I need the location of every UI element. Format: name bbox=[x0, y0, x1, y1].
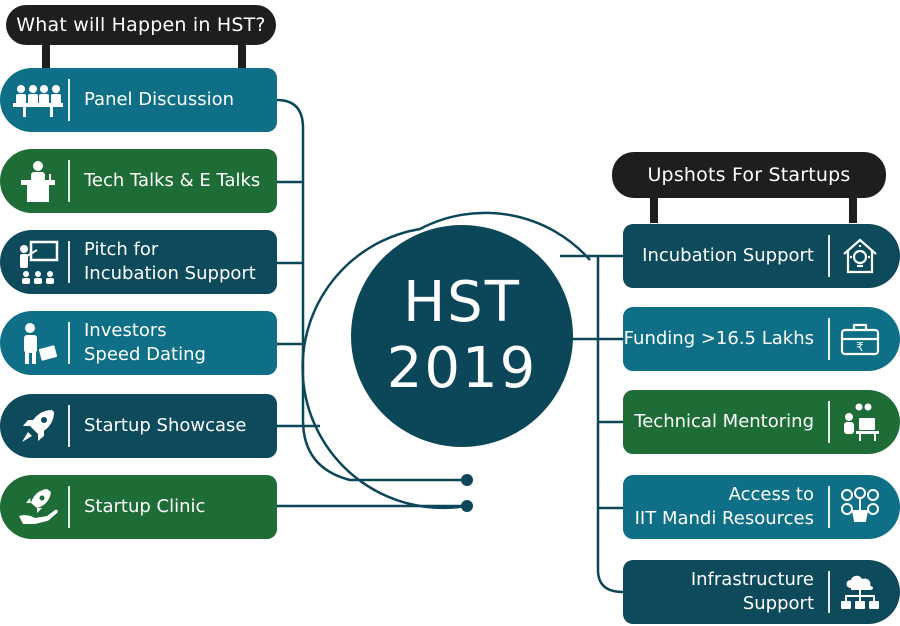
card-iit-mandi-resources[interactable]: Access to IIT Mandi Resources bbox=[623, 475, 900, 539]
separator bbox=[68, 486, 70, 528]
hub-line2: 2019 bbox=[386, 336, 538, 401]
left-connector-spine bbox=[276, 98, 466, 482]
card-label: Funding >16.5 Lakhs bbox=[623, 328, 814, 349]
rocket-hand-icon bbox=[8, 475, 68, 539]
separator bbox=[68, 79, 70, 121]
card-infrastructure-support[interactable]: Infrastructure Support bbox=[623, 560, 900, 624]
connector-dot-top bbox=[461, 474, 473, 486]
separator bbox=[828, 318, 830, 360]
left-header-text: What will Happen in HST? bbox=[16, 14, 266, 36]
card-label-line1: Access to bbox=[728, 484, 814, 505]
svg-text:₹: ₹ bbox=[856, 340, 864, 354]
left-header-post bbox=[42, 44, 50, 70]
card-panel-discussion[interactable]: Panel Discussion bbox=[0, 68, 277, 132]
presentation-board-icon bbox=[8, 230, 68, 294]
right-header-post bbox=[849, 197, 857, 223]
house-bulb-icon bbox=[830, 224, 890, 288]
separator bbox=[828, 571, 830, 613]
card-label: Startup Showcase bbox=[84, 415, 247, 436]
separator bbox=[828, 401, 830, 443]
card-pitch[interactable]: Pitch for Incubation Support bbox=[0, 230, 277, 294]
separator bbox=[68, 405, 70, 447]
card-label-line2: Incubation Support bbox=[84, 263, 256, 284]
card-investors[interactable]: Investors Speed Dating bbox=[0, 311, 277, 375]
left-header-post bbox=[238, 44, 246, 70]
separator bbox=[68, 241, 70, 283]
card-startup-showcase[interactable]: Startup Showcase bbox=[0, 394, 277, 458]
separator bbox=[68, 160, 70, 202]
speaker-podium-icon bbox=[8, 149, 68, 213]
card-label-line2: IIT Mandi Resources bbox=[634, 508, 814, 529]
card-label: Tech Talks & E Talks bbox=[84, 170, 261, 191]
card-label: Technical Mentoring bbox=[634, 411, 814, 432]
rupee-briefcase-icon: ₹ bbox=[830, 307, 890, 371]
right-header-text: Upshots For Startups bbox=[647, 164, 851, 186]
separator bbox=[828, 235, 830, 277]
left-header: What will Happen in HST? bbox=[6, 5, 276, 45]
card-technical-mentoring[interactable]: Technical Mentoring bbox=[623, 390, 900, 454]
investor-briefcase-icon bbox=[8, 311, 68, 375]
right-header-post bbox=[650, 197, 658, 223]
resources-network-icon bbox=[830, 475, 890, 539]
separator bbox=[68, 322, 70, 364]
hst-2019-hub: HST 2019 bbox=[351, 225, 573, 447]
card-startup-clinic[interactable]: Startup Clinic bbox=[0, 475, 277, 539]
right-connector-spine bbox=[596, 256, 624, 594]
hub-line1: HST bbox=[403, 270, 521, 335]
connector-dot-bottom bbox=[461, 500, 473, 512]
card-label: Infrastructure Support bbox=[690, 569, 814, 614]
card-label: Panel Discussion bbox=[84, 89, 235, 110]
card-funding[interactable]: Funding >16.5 Lakhs ₹ bbox=[623, 307, 900, 371]
card-label-line1: Pitch for bbox=[84, 239, 159, 260]
rocket-icon bbox=[8, 394, 68, 458]
card-tech-talks[interactable]: Tech Talks & E Talks bbox=[0, 149, 277, 213]
card-label: Incubation Support bbox=[642, 245, 814, 266]
card-incubation-support[interactable]: Incubation Support bbox=[623, 224, 900, 288]
separator bbox=[828, 486, 830, 528]
mentor-desk-icon bbox=[830, 390, 890, 454]
card-label-line2: Speed Dating bbox=[84, 344, 206, 365]
card-label: Startup Clinic bbox=[84, 496, 206, 517]
cloud-network-icon bbox=[830, 560, 890, 624]
right-header: Upshots For Startups bbox=[612, 152, 886, 198]
card-label-line1: Investors bbox=[84, 320, 167, 341]
panel-discussion-icon bbox=[8, 68, 68, 132]
hub-outer-ring bbox=[301, 211, 591, 510]
